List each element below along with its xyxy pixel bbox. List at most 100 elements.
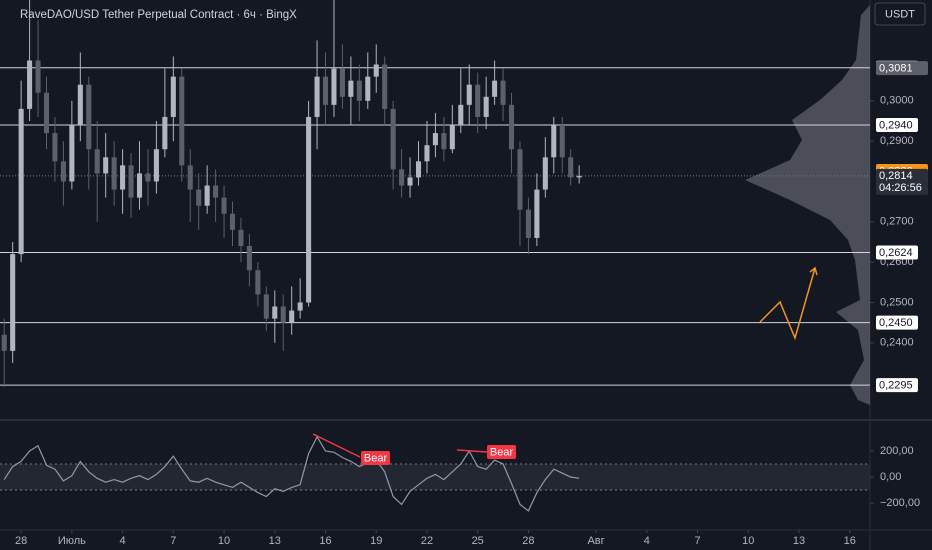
candle-body <box>94 149 100 174</box>
currency-box[interactable] <box>874 2 926 26</box>
candle-body <box>568 157 574 178</box>
candle-body <box>60 161 66 182</box>
x-tick-label: 4 <box>120 535 126 547</box>
price-label: 0,3081 <box>879 63 913 75</box>
osc-tick-label: 200,00 <box>880 445 914 457</box>
candle-body <box>229 213 236 230</box>
candle-body <box>542 157 548 190</box>
candle-body <box>18 108 24 255</box>
candle-body <box>517 149 523 210</box>
candle-body <box>238 229 244 247</box>
candle-body <box>10 254 16 351</box>
oscillator-band <box>0 464 870 491</box>
candles <box>1 0 582 388</box>
level-label-box <box>876 315 918 330</box>
candle-body <box>339 68 345 97</box>
x-tick-label: 13 <box>269 535 281 547</box>
y-tick-label: 0,3000 <box>880 95 914 107</box>
candle-body <box>170 76 176 117</box>
candle-body <box>196 189 202 206</box>
candle-body <box>382 64 388 109</box>
candle-body <box>136 173 143 198</box>
candle-body <box>449 125 455 150</box>
x-tick-label: 10 <box>218 535 230 547</box>
x-tick-label: 13 <box>793 535 805 547</box>
candle-body <box>424 145 430 162</box>
bear-label: Bear <box>490 446 514 458</box>
candle-body <box>407 177 413 186</box>
candle-body <box>145 173 151 182</box>
candle-body <box>221 197 227 214</box>
candle-body <box>390 108 396 170</box>
projection-drawing <box>759 267 816 341</box>
candle-body <box>289 310 295 323</box>
candle-body <box>272 306 278 319</box>
levels <box>0 67 870 386</box>
x-tick-label: 25 <box>472 535 484 547</box>
candle-body <box>551 125 557 158</box>
candle-body <box>43 92 50 134</box>
x-tick-label: 22 <box>421 535 433 547</box>
x-tick-label: 4 <box>644 535 650 547</box>
candle-body <box>111 157 117 190</box>
candle-body <box>500 80 506 105</box>
candle-body <box>162 116 168 150</box>
candle-body <box>52 133 58 162</box>
y-tick-label: 0,2400 <box>880 337 914 349</box>
axes: 0,30000,29000,27000,26000,25000,24000,30… <box>15 60 928 547</box>
candle-body <box>322 76 329 105</box>
x-tick-label: 10 <box>742 535 754 547</box>
candle-body <box>213 185 219 198</box>
candle-body <box>246 246 252 271</box>
candle-body <box>348 80 354 97</box>
x-tick-label: 16 <box>844 535 856 547</box>
candle-body <box>373 64 379 77</box>
bear-label: Bear <box>364 452 388 464</box>
oscillator-line <box>3 435 580 512</box>
volume-profile <box>745 5 870 405</box>
candle-body <box>128 165 134 198</box>
candle-body <box>399 169 405 186</box>
currency[interactable]: USDT <box>885 8 915 20</box>
candle-body <box>559 125 565 158</box>
candle-body <box>475 84 481 117</box>
x-tick-label: 28 <box>522 535 534 547</box>
x-tick-label: 19 <box>370 535 382 547</box>
oscillator <box>0 435 870 512</box>
candle-body <box>466 84 472 105</box>
x-tick-label: Июль <box>58 535 86 547</box>
x-tick-label: 28 <box>15 535 27 547</box>
candle-body <box>483 96 489 117</box>
candle-body <box>1 334 7 351</box>
candle-body <box>508 104 515 150</box>
candle-body <box>525 209 531 238</box>
candle-body <box>576 175 582 178</box>
level-label: 0,2940 <box>879 119 913 131</box>
candle-body <box>331 68 337 105</box>
level-label: 0,2295 <box>879 380 913 392</box>
y-tick-label: 0,2700 <box>880 216 914 228</box>
candle-body <box>314 76 320 117</box>
candle-body <box>179 76 185 166</box>
candle-body <box>35 60 41 93</box>
chart-title: RaveDAO/USD Tether Perpetual Contract · … <box>20 9 297 21</box>
price-label-box <box>876 61 928 76</box>
x-tick-label: 16 <box>319 535 331 547</box>
candle-body <box>120 165 126 190</box>
candle-body <box>77 84 83 126</box>
candle-body <box>415 161 422 178</box>
candle-body <box>534 189 540 238</box>
level-label: 0,2624 <box>879 247 913 259</box>
candle-body <box>187 165 193 190</box>
countdown: 04:26:56 <box>879 182 922 194</box>
candle-body <box>432 133 438 146</box>
candle-body <box>69 125 75 182</box>
x-tick-label: 7 <box>170 535 176 547</box>
candle-body <box>263 294 269 319</box>
price-label: 0,2814 <box>879 170 913 182</box>
candle-body <box>306 116 312 303</box>
bear-label-box <box>361 451 390 465</box>
osc-tick-label: −200,00 <box>880 497 920 509</box>
candle-body <box>356 80 362 101</box>
